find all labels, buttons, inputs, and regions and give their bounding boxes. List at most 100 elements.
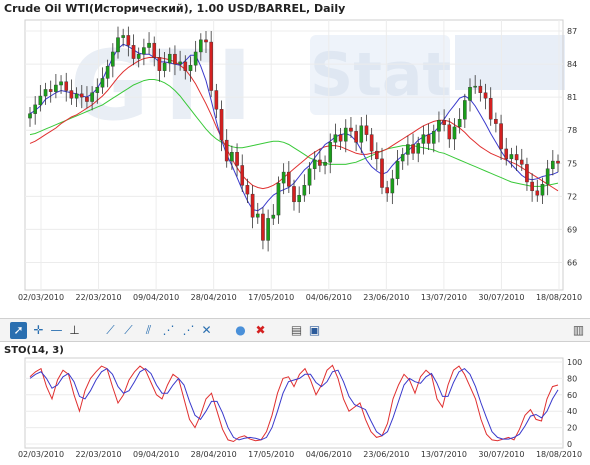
candle-body — [235, 152, 239, 166]
sto-grid — [25, 361, 563, 445]
candle-body — [468, 87, 472, 101]
candle-body — [126, 35, 131, 46]
candle-body — [219, 109, 224, 141]
horizontal-line-icon[interactable]: — — [50, 323, 63, 337]
date-axis: 02/03/2010 22/03/2010 09/04/2010 28/04/2010… — [18, 293, 582, 302]
channel-icon[interactable]: ⫽ — [145, 323, 152, 337]
candle-body — [90, 92, 94, 102]
candle-body — [116, 37, 120, 53]
trend-line-icon[interactable]: ⟋ — [106, 323, 115, 337]
candle-body — [328, 142, 333, 163]
candle-body — [121, 35, 125, 38]
candle-body — [152, 42, 157, 58]
candle-body — [28, 113, 32, 119]
candle-body — [457, 118, 462, 128]
sto-panel-frame — [24, 357, 564, 449]
candle-body — [525, 164, 529, 183]
sto-title: STO(14, 3) — [4, 345, 64, 356]
candle-body — [519, 159, 524, 165]
sto-tick-label: 0 — [567, 440, 572, 449]
cursor-arrow-icon[interactable]: ➚ — [10, 322, 27, 339]
candle-body — [255, 213, 260, 218]
candle-body — [545, 168, 550, 185]
price-axis: 87 84 81 78 75 72 69 66 — [567, 27, 577, 267]
candle-body — [390, 178, 395, 194]
candle-body — [478, 85, 483, 93]
comment-icon[interactable]: ● — [235, 323, 246, 337]
candle-body — [431, 131, 436, 144]
sto-tick-label: 40 — [567, 407, 577, 416]
candle-body — [250, 193, 255, 218]
candle-body — [426, 134, 431, 144]
save-icon[interactable]: ▣ — [308, 323, 321, 337]
candle-body — [276, 182, 281, 216]
candle-body — [535, 190, 540, 196]
ray-icon[interactable]: ⟋ — [124, 323, 133, 337]
candle-body — [447, 124, 452, 140]
candle-body — [85, 96, 89, 102]
sto-date-tick-label: 28/04/2010 — [191, 450, 237, 459]
candle-body — [442, 120, 446, 125]
candle-body — [178, 61, 182, 65]
main-grid — [25, 20, 563, 290]
candle-body — [48, 89, 53, 92]
sto-date-tick-label: 04/06/2010 — [306, 450, 352, 459]
candle-body — [452, 126, 457, 140]
candle-body — [59, 81, 63, 86]
candle-body — [509, 154, 514, 160]
delete-icon[interactable]: ✖ — [255, 323, 266, 337]
date-tick-label: 02/03/2010 — [18, 293, 64, 302]
candle-body — [33, 104, 37, 114]
print-icon[interactable]: ▤ — [290, 323, 303, 337]
candle-body — [188, 64, 193, 71]
candle-body — [204, 39, 208, 43]
sto-tick-label: 60 — [567, 391, 577, 400]
sto-d-line — [29, 367, 559, 441]
fibonacci-icon[interactable]: ✕ — [201, 323, 212, 337]
sto-date-tick-label: 09/04/2010 — [133, 450, 179, 459]
candle-body — [209, 41, 213, 91]
date-tick-label: 04/06/2010 — [306, 293, 352, 302]
candle-body — [499, 123, 503, 150]
candle-body — [416, 143, 421, 154]
vertical-line-icon[interactable]: ⊥ — [69, 323, 80, 337]
candle-body — [375, 150, 379, 160]
price-tick-label: 66 — [567, 258, 577, 267]
candle-body — [173, 53, 177, 65]
candle-body — [312, 159, 317, 169]
chart-title: Crude Oil WTI(Исторический), 1.00 USD/BA… — [4, 2, 346, 15]
candle-body — [136, 53, 141, 59]
ma-mid-line — [29, 57, 559, 192]
candle-body — [111, 51, 115, 67]
candle-body — [281, 171, 286, 184]
candle-body — [95, 87, 100, 93]
candle-body — [54, 84, 58, 92]
candle-body — [463, 100, 467, 120]
candle-body — [338, 134, 343, 142]
candle-body — [193, 51, 198, 66]
gann-icon[interactable]: ⋰ — [182, 323, 195, 337]
candle-body — [224, 139, 229, 162]
date-tick-label: 18/08/2010 — [536, 293, 582, 302]
fan-icon[interactable]: ⋰ — [162, 323, 175, 337]
candle-body — [79, 93, 84, 98]
sto-date-tick-label: 17/05/2010 — [248, 450, 294, 459]
watermark-stat: Stat — [310, 35, 451, 115]
candle-body — [380, 158, 384, 188]
candle-body — [540, 184, 545, 196]
crosshair-icon[interactable]: ✛ — [33, 323, 44, 337]
candle-body — [333, 134, 338, 143]
candle-body — [364, 125, 369, 135]
price-tick-label: 81 — [567, 93, 577, 102]
candle-body — [395, 160, 400, 179]
watermark-bars — [455, 35, 565, 90]
candle-body — [266, 218, 270, 241]
candle-body — [343, 127, 348, 142]
candle-body — [162, 62, 167, 71]
trash-icon[interactable]: ▥ — [572, 323, 585, 337]
candle-body — [504, 148, 509, 160]
candle-body — [131, 45, 136, 59]
sto-date-tick-label: 18/08/2010 — [536, 450, 582, 459]
candle-body — [64, 81, 69, 91]
